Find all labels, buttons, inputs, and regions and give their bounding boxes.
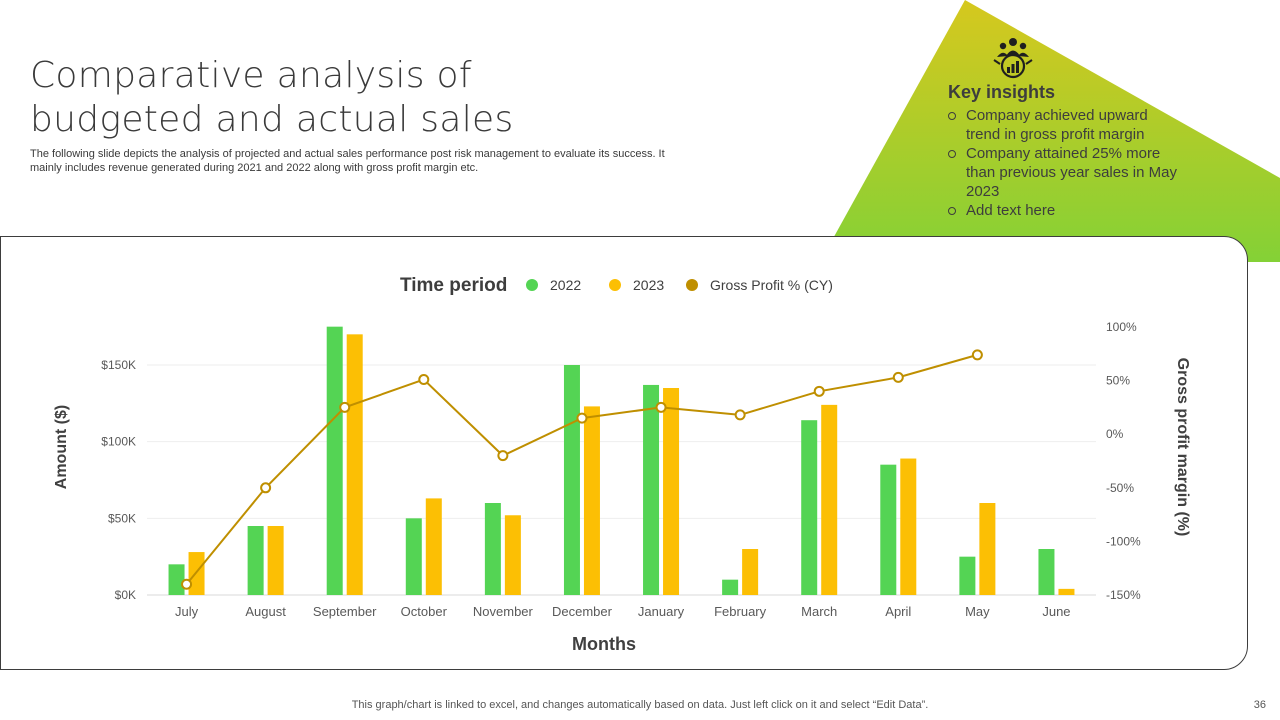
bar-2023	[346, 334, 363, 595]
gross-profit-point	[576, 412, 588, 424]
insight-item: Company achieved upward trend in gross p…	[948, 106, 1178, 144]
y-axis-title: Amount ($)	[53, 405, 70, 489]
x-axis-title: Months	[572, 634, 636, 654]
bar-2023	[1058, 588, 1075, 595]
x-tick-label: May	[965, 604, 990, 619]
bar-2022	[1038, 549, 1055, 595]
bar-2022	[959, 556, 976, 595]
x-tick-label: January	[638, 604, 685, 619]
gross-profit-point	[260, 482, 272, 494]
x-tick-label: April	[885, 604, 911, 619]
x-tick-label: June	[1042, 604, 1070, 619]
y-tick-label: $100K	[101, 435, 136, 449]
bar-2022	[880, 464, 897, 595]
insights-heading: Key insights	[948, 82, 1056, 102]
page-title: Comparative analysis of budgeted and act…	[30, 54, 670, 142]
gross-profit-point	[813, 385, 825, 397]
title-line-2: budgeted and actual sales	[30, 99, 514, 140]
insight-item: Company attained 25% more than previous …	[948, 144, 1178, 201]
y-tick-label: $50K	[108, 511, 136, 525]
y-tick-label: $0K	[115, 588, 136, 602]
bar-2023	[900, 458, 917, 595]
bar-2023	[425, 498, 442, 595]
y2-tick-label: 100%	[1106, 320, 1137, 334]
x-tick-label: February	[714, 604, 767, 619]
x-tick-label: March	[801, 604, 837, 619]
legend-marker	[526, 279, 538, 291]
bar-2022	[484, 503, 501, 595]
y2-tick-label: 50%	[1106, 374, 1130, 388]
page-number: 36	[1253, 699, 1266, 711]
y2-axis-title: Gross profit margin (%)	[1174, 358, 1191, 537]
bar-2022	[326, 326, 343, 595]
x-tick-label: November	[473, 604, 534, 619]
legend-marker	[686, 279, 698, 291]
bar-2022	[168, 564, 185, 595]
x-tick-label: October	[401, 604, 448, 619]
gross-profit-point	[497, 450, 509, 462]
bar-2022	[405, 518, 422, 595]
bar-2022	[643, 384, 660, 595]
gross-profit-point	[655, 401, 667, 413]
footer-note: This graph/chart is linked to excel, and…	[351, 699, 929, 711]
chart[interactable]: $0K $50K $100K $150K -150% -100% -50% 0% 50% 100%…	[0, 236, 1250, 672]
bar-2023	[663, 388, 680, 595]
x-tick-label: July	[175, 604, 199, 619]
y2-tick-label: -150%	[1106, 588, 1141, 602]
legend-label: Gross Profit % (CY)	[710, 277, 833, 293]
x-tick-label: September	[313, 604, 377, 619]
insight-item: Add text here	[948, 201, 1178, 220]
bar-2023	[821, 404, 838, 595]
bar-2022	[247, 526, 264, 595]
legend-label: 2023	[633, 277, 664, 293]
bar-2023	[979, 503, 996, 595]
gross-profit-point	[892, 371, 904, 383]
bar-2022	[722, 579, 739, 595]
bar-2023	[583, 406, 600, 595]
y2-tick-label: -100%	[1106, 534, 1141, 548]
chart-panel[interactable]	[0, 236, 1248, 670]
gross-profit-line	[185, 353, 978, 585]
gross-profit-point	[339, 401, 351, 413]
title-line-1: Comparative analysis of	[30, 55, 472, 96]
legend-label: 2022	[550, 277, 581, 293]
bar-2023	[504, 515, 521, 595]
bar-2023	[742, 549, 759, 595]
bar-2023	[267, 526, 284, 595]
legend-marker	[609, 279, 621, 291]
y2-tick-label: -50%	[1106, 481, 1134, 495]
gross-profit-point	[734, 409, 746, 421]
bar-2022	[563, 365, 580, 595]
page-subtitle: The following slide depicts the analysis…	[30, 148, 665, 174]
x-tick-label: December	[552, 604, 613, 619]
x-tick-label: August	[245, 604, 286, 619]
bar-2022	[801, 420, 818, 595]
gross-profit-point	[181, 578, 193, 590]
team-growth-icon	[992, 36, 1034, 85]
legend-title: Time period	[400, 275, 507, 296]
insights-list: Company achieved upward trend in gross p…	[948, 106, 1178, 220]
gross-profit-point	[971, 349, 983, 361]
gross-profit-point	[418, 374, 430, 386]
y-tick-label: $150K	[101, 358, 136, 372]
y2-tick-label: 0%	[1106, 427, 1124, 441]
